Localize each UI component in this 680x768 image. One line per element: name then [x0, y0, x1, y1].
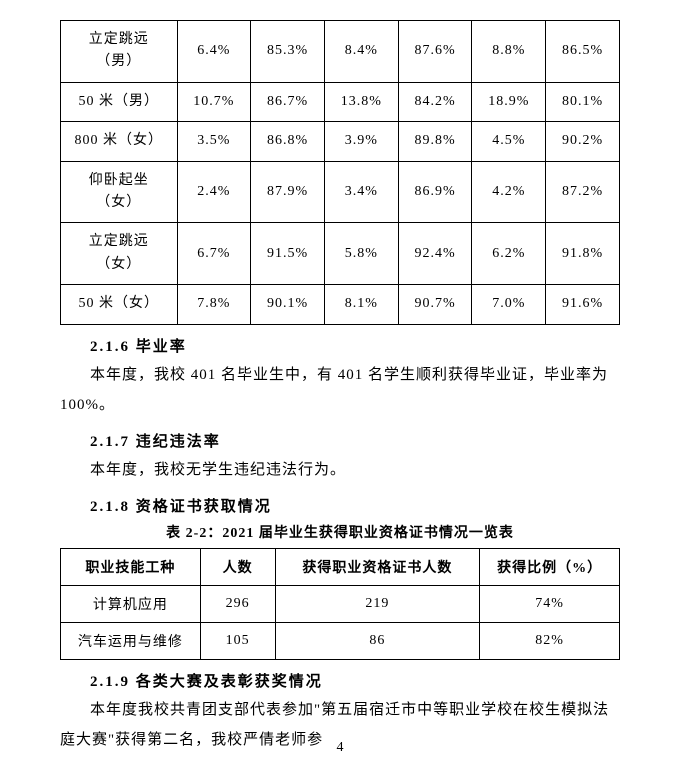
cell: 18.9%	[472, 82, 546, 121]
table-row: 50 米（男）10.7%86.7%13.8%84.2%18.9%80.1%	[61, 82, 620, 121]
heading-217: 2.1.7 违纪违法率	[60, 430, 620, 451]
table-row: 计算机应用29621974%	[61, 585, 620, 622]
fitness-table: 立定跳远（男）6.4%85.3%8.4%87.6%8.8%86.5%50 米（男…	[60, 20, 620, 325]
cell: 87.2%	[546, 161, 620, 223]
table-row: 800 米（女）3.5%86.8%3.9%89.8%4.5%90.2%	[61, 122, 620, 161]
cell: 3.9%	[324, 122, 398, 161]
cell: 5.8%	[324, 223, 398, 285]
heading-218: 2.1.8 资格证书获取情况	[60, 495, 620, 516]
cell: 13.8%	[324, 82, 398, 121]
cell: 89.8%	[398, 122, 472, 161]
cell: 84.2%	[398, 82, 472, 121]
cell: 8.8%	[472, 21, 546, 83]
cell: 91.8%	[546, 223, 620, 285]
col-header: 获得比例（%）	[480, 548, 620, 585]
cell: 92.4%	[398, 223, 472, 285]
cell: 8.1%	[324, 285, 398, 324]
table2-caption: 表 2-2：2021 届毕业生获得职业资格证书情况一览表	[60, 522, 620, 542]
table-header-row: 职业技能工种 人数 获得职业资格证书人数 获得比例（%）	[61, 548, 620, 585]
cell: 7.0%	[472, 285, 546, 324]
para-217: 本年度，我校无学生违纪违法行为。	[60, 455, 620, 485]
cell: 4.2%	[472, 161, 546, 223]
page-number: 4	[0, 740, 680, 756]
cell: 4.5%	[472, 122, 546, 161]
cell: 汽车运用与维修	[61, 622, 201, 659]
cell: 86	[275, 622, 480, 659]
cell: 8.4%	[324, 21, 398, 83]
cell: 86.8%	[251, 122, 325, 161]
cell: 10.7%	[177, 82, 251, 121]
cell: 7.8%	[177, 285, 251, 324]
row-label: 仰卧起坐（女）	[61, 161, 178, 223]
para-216: 本年度，我校 401 名毕业生中，有 401 名学生顺利获得毕业证，毕业率为 1…	[60, 360, 620, 420]
row-label: 立定跳远（女）	[61, 223, 178, 285]
cell: 86.5%	[546, 21, 620, 83]
table-row: 立定跳远（女）6.7%91.5%5.8%92.4%6.2%91.8%	[61, 223, 620, 285]
cell: 6.7%	[177, 223, 251, 285]
cell: 3.5%	[177, 122, 251, 161]
heading-216: 2.1.6 毕业率	[60, 335, 620, 356]
cell: 6.2%	[472, 223, 546, 285]
cell: 91.6%	[546, 285, 620, 324]
cell: 2.4%	[177, 161, 251, 223]
table-row: 立定跳远（男）6.4%85.3%8.4%87.6%8.8%86.5%	[61, 21, 620, 83]
cell: 90.2%	[546, 122, 620, 161]
heading-219: 2.1.9 各类大赛及表彰获奖情况	[60, 670, 620, 691]
cell: 6.4%	[177, 21, 251, 83]
table-row: 仰卧起坐（女）2.4%87.9%3.4%86.9%4.2%87.2%	[61, 161, 620, 223]
cell: 计算机应用	[61, 585, 201, 622]
col-header: 职业技能工种	[61, 548, 201, 585]
cell: 91.5%	[251, 223, 325, 285]
cell: 80.1%	[546, 82, 620, 121]
cell: 219	[275, 585, 480, 622]
certificate-table: 职业技能工种 人数 获得职业资格证书人数 获得比例（%） 计算机应用296219…	[60, 548, 620, 660]
row-label: 800 米（女）	[61, 122, 178, 161]
cell: 86.7%	[251, 82, 325, 121]
cell: 74%	[480, 585, 620, 622]
cell: 82%	[480, 622, 620, 659]
table-row: 汽车运用与维修1058682%	[61, 622, 620, 659]
row-label: 立定跳远（男）	[61, 21, 178, 83]
cell: 105	[200, 622, 275, 659]
cell: 90.7%	[398, 285, 472, 324]
row-label: 50 米（男）	[61, 82, 178, 121]
cell: 87.9%	[251, 161, 325, 223]
col-header: 获得职业资格证书人数	[275, 548, 480, 585]
col-header: 人数	[200, 548, 275, 585]
table-row: 50 米（女）7.8%90.1%8.1%90.7%7.0%91.6%	[61, 285, 620, 324]
cell: 296	[200, 585, 275, 622]
cell: 3.4%	[324, 161, 398, 223]
cell: 87.6%	[398, 21, 472, 83]
cell: 86.9%	[398, 161, 472, 223]
row-label: 50 米（女）	[61, 285, 178, 324]
document-page: 立定跳远（男）6.4%85.3%8.4%87.6%8.8%86.5%50 米（男…	[0, 0, 680, 768]
cell: 90.1%	[251, 285, 325, 324]
cell: 85.3%	[251, 21, 325, 83]
